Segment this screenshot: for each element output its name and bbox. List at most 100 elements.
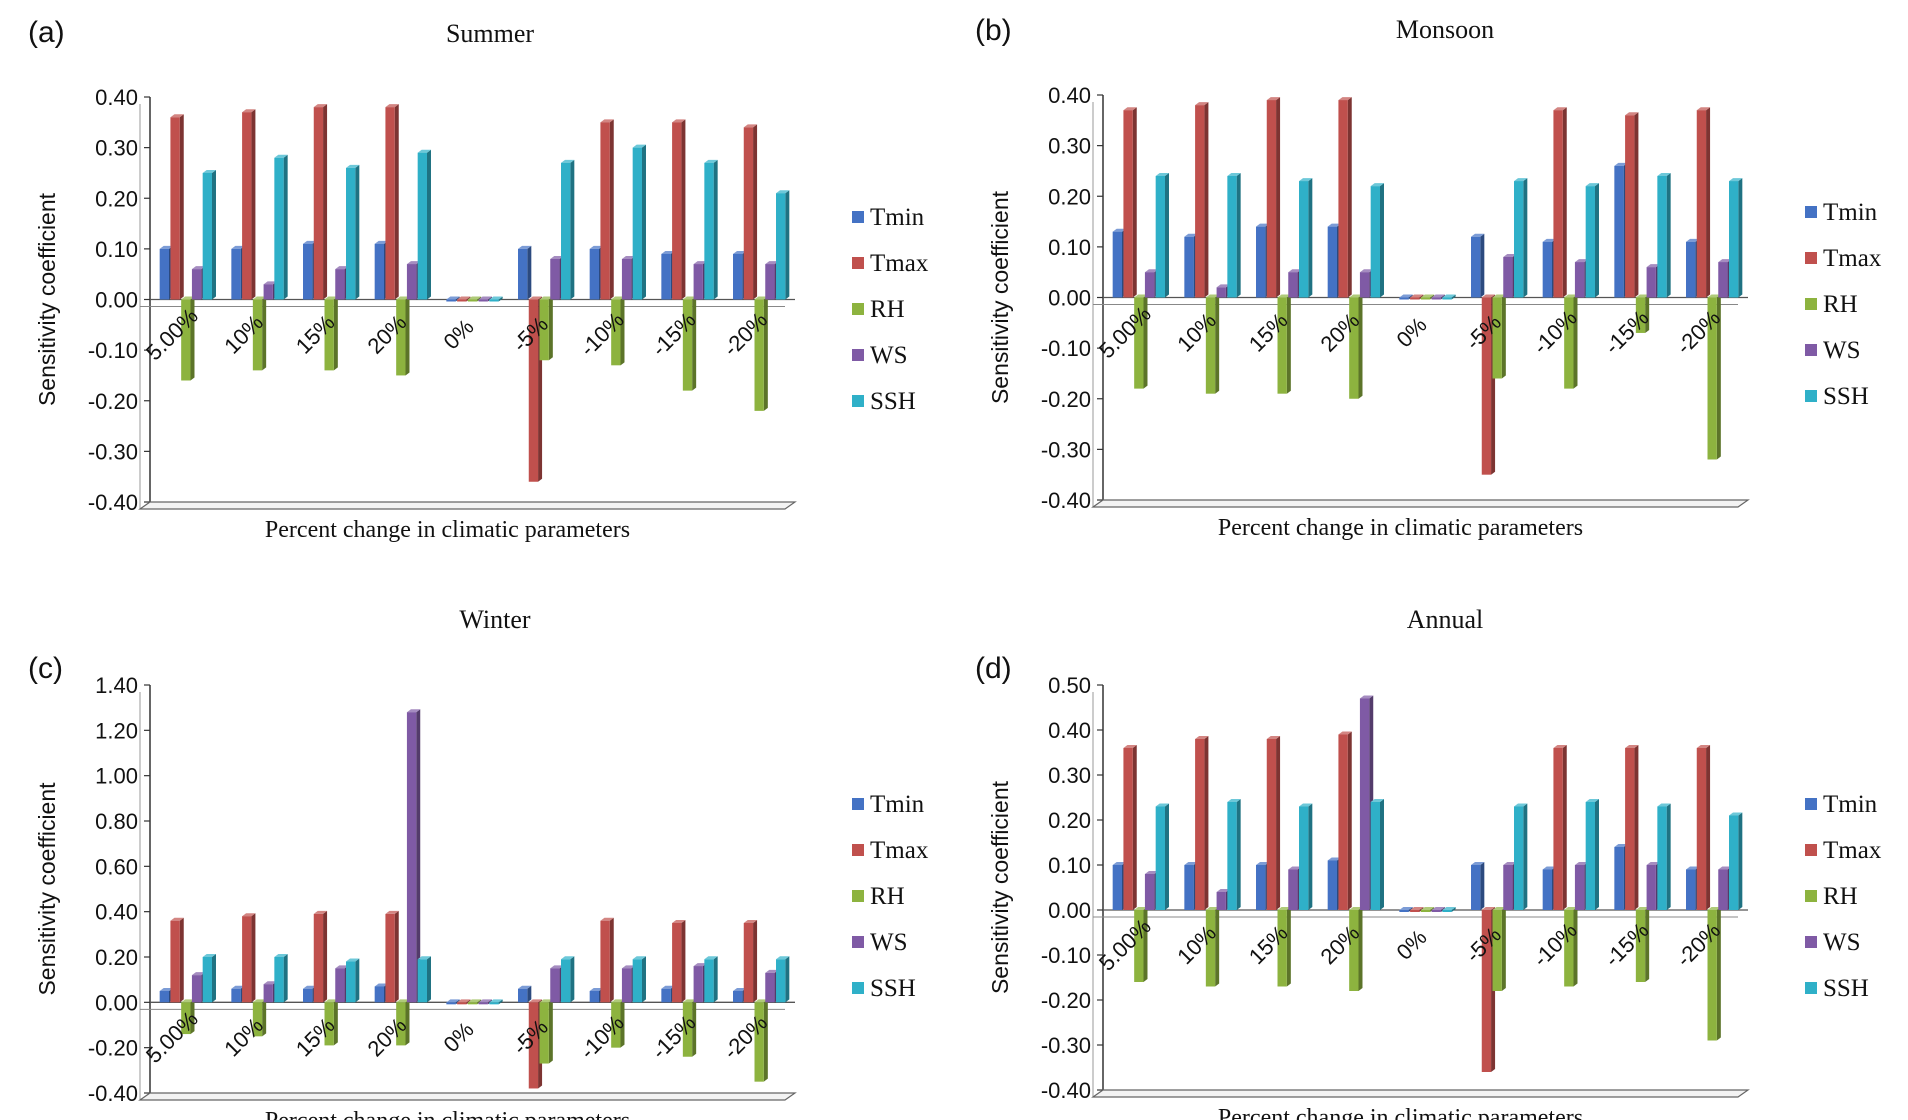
y-tick-label: 0.00 — [1048, 286, 1091, 311]
bar-top — [1410, 294, 1424, 298]
bar-top — [765, 969, 779, 973]
bar-ssh-0 — [202, 954, 216, 1003]
bar-front — [1195, 105, 1205, 298]
bar-front — [1288, 272, 1298, 298]
y-tick-label: -0.40 — [88, 490, 138, 515]
bar-rh-3 — [396, 999, 410, 1046]
bar-top — [1144, 269, 1159, 273]
bar-top — [1657, 803, 1671, 807]
bar-front — [263, 984, 273, 1003]
legend-label-tmax: Tmax — [870, 837, 929, 864]
bar-tmax-0 — [170, 114, 184, 300]
legend-label-ssh: SSH — [1823, 383, 1869, 410]
bar-front — [672, 923, 682, 1003]
bar-front — [539, 1002, 549, 1064]
legend-swatch-tmax — [852, 844, 864, 856]
bar-top — [1614, 844, 1628, 847]
bar-front — [181, 299, 191, 381]
bar-top — [550, 256, 564, 259]
bar-front — [170, 920, 180, 1003]
bar-front — [1299, 181, 1309, 298]
bar-top — [1205, 294, 1220, 298]
bar-rh-1 — [1205, 294, 1220, 394]
bar-front — [754, 299, 764, 411]
bar-front — [242, 112, 252, 300]
bar-top — [1646, 264, 1660, 268]
bar-front — [621, 259, 632, 300]
bar-top — [1657, 173, 1671, 176]
bar-top — [1542, 866, 1556, 870]
y-tick-label: 1.00 — [95, 764, 138, 789]
bar-front — [1492, 297, 1502, 379]
bar-rh-0 — [181, 999, 195, 1035]
bar-side — [1143, 907, 1148, 982]
bar-top — [346, 958, 360, 962]
bar-side — [498, 999, 503, 1005]
bar-front — [1686, 869, 1696, 910]
bar-tmax-7 — [672, 920, 686, 1003]
legend-label-ws: WS — [1823, 337, 1861, 364]
bar-front — [1327, 226, 1337, 298]
bar-front — [202, 172, 212, 300]
bar-rh-1 — [252, 999, 267, 1037]
bar-front — [231, 248, 241, 300]
bar-rh-7 — [1635, 907, 1650, 982]
bar-top — [733, 988, 747, 991]
bar-front — [1542, 241, 1552, 298]
bar-top — [682, 296, 697, 300]
bar-side — [323, 104, 328, 300]
bar-ssh-3 — [1370, 183, 1384, 298]
legend-swatch-ws — [1805, 344, 1817, 356]
legend-swatch-tmin — [852, 798, 864, 810]
bar-front — [550, 259, 560, 300]
bar-ssh-6 — [632, 956, 646, 1003]
bar-top — [589, 245, 603, 249]
bar-front — [1657, 176, 1667, 298]
x-axis-label: Percent change in climatic parameters — [1218, 1105, 1583, 1120]
bar-top — [621, 965, 636, 969]
bar-side — [355, 164, 360, 300]
bar-ssh-6 — [1585, 183, 1599, 298]
bar-front — [1205, 297, 1216, 394]
bar-front — [1442, 297, 1452, 300]
bar-front — [1134, 910, 1144, 982]
bar-rh-2 — [1277, 294, 1291, 394]
y-axis-label: Sensitivity coefficient — [34, 192, 60, 406]
bar-front — [672, 122, 682, 300]
bar-top — [1327, 857, 1341, 861]
bar-tmax-6 — [600, 119, 614, 300]
bar-front — [1503, 257, 1513, 298]
bar-top — [1195, 102, 1209, 106]
bar-side — [527, 245, 532, 300]
bar-top — [1349, 907, 1363, 910]
bar-front — [1471, 236, 1481, 298]
legend-swatch-tmax — [852, 257, 864, 269]
bar-top — [1686, 238, 1700, 242]
bar-front — [1420, 297, 1431, 300]
bar-front — [1359, 698, 1370, 910]
bar-top — [231, 985, 245, 989]
bar-top — [550, 965, 564, 969]
bar-front — [191, 975, 202, 1003]
bar-rh-5 — [1492, 294, 1506, 379]
bar-front — [335, 269, 345, 300]
bar-top — [417, 956, 431, 960]
bar-side — [1215, 294, 1220, 394]
legend-swatch-ws — [1805, 936, 1817, 948]
bar-side — [1430, 907, 1435, 912]
bar-top — [632, 144, 646, 148]
bar-ssh-6 — [632, 144, 646, 300]
bar-side — [548, 296, 553, 361]
bar-front — [539, 299, 549, 361]
y-tick-label: 0.20 — [95, 945, 138, 970]
bar-front — [743, 127, 754, 300]
legend-swatch-ws — [852, 936, 864, 948]
bar-front — [1216, 892, 1226, 910]
bar-top — [1277, 294, 1291, 298]
bar-top — [1718, 866, 1732, 870]
bar-side — [1451, 294, 1456, 300]
bar-side — [753, 124, 758, 300]
legend-swatch-ws — [852, 349, 864, 361]
y-tick-label: 0.40 — [95, 85, 138, 110]
bar-side — [190, 296, 195, 381]
